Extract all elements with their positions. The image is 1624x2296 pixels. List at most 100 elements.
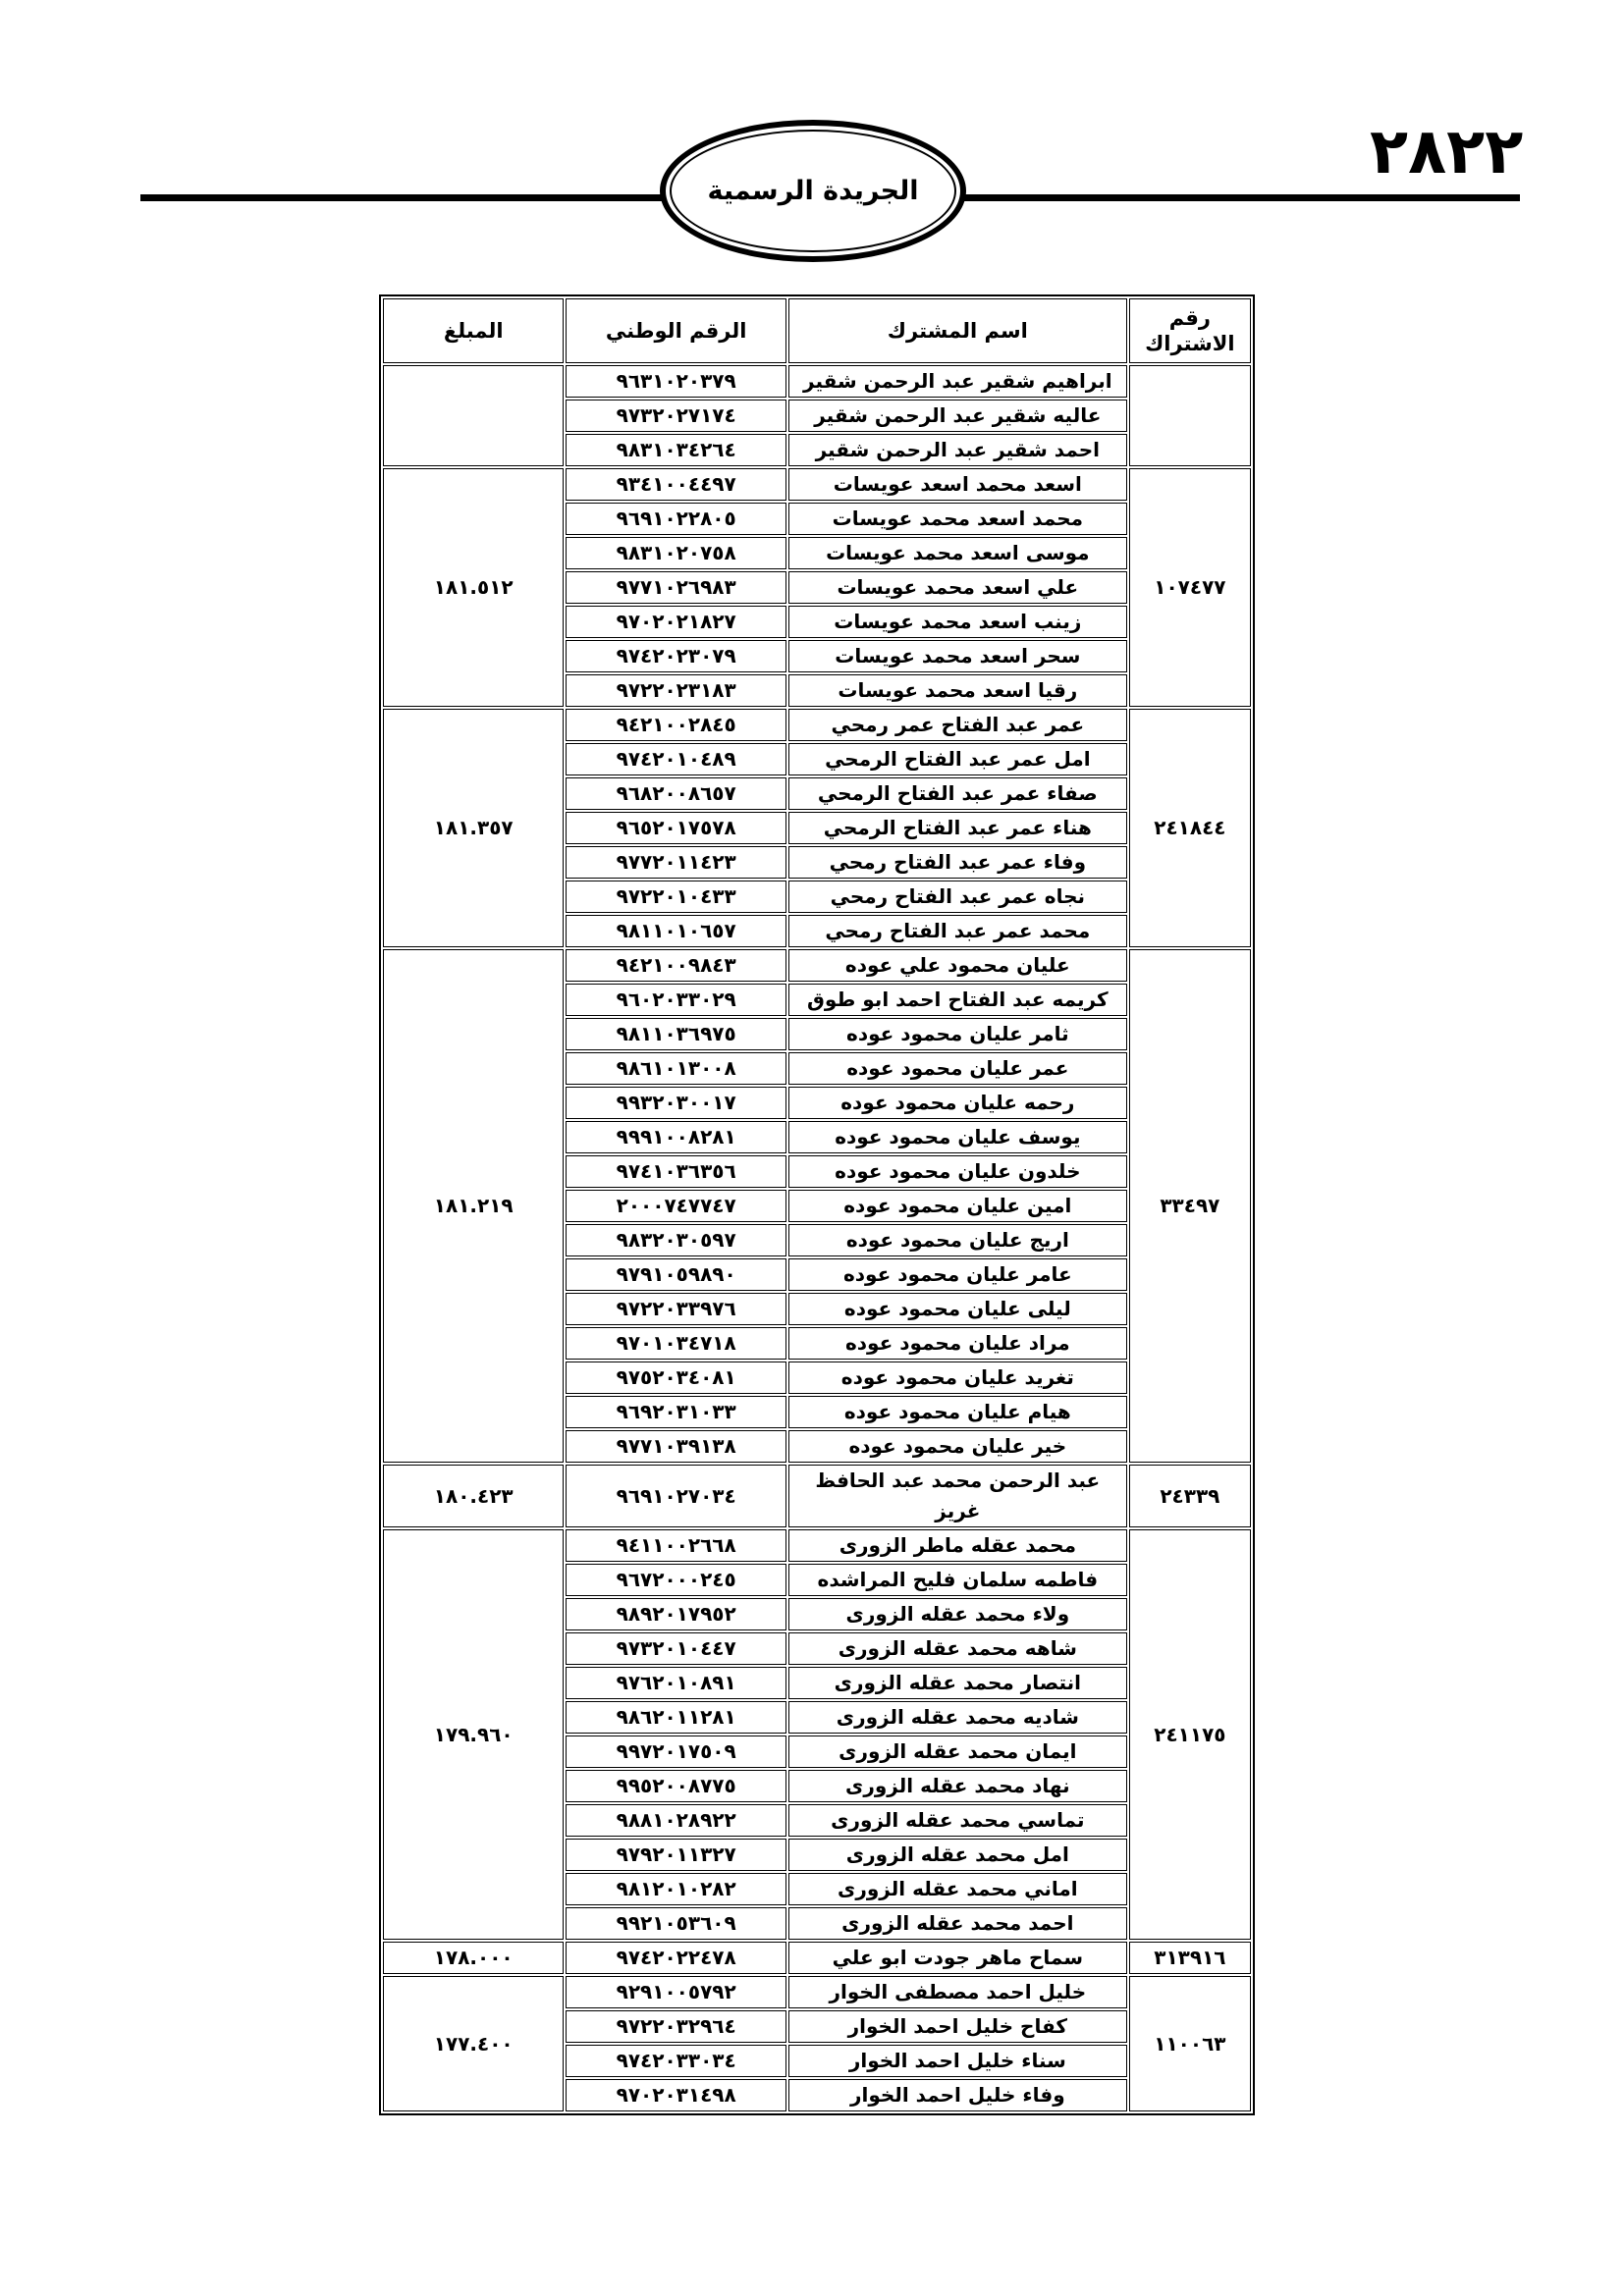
subscriber-name: عامر عليان محمود عوده xyxy=(787,1258,1127,1291)
national-id: ٩٦٣١٠٢٠٣٧٩ xyxy=(566,365,786,398)
col-national-id: الرقم الوطني xyxy=(566,298,786,363)
table-row: وفاء عمر عبد الفتاح رمحي ٩٧٧٢٠١١٤٢٣ xyxy=(383,846,1251,879)
subscriber-name: رقيا اسعد محمد عويسات xyxy=(787,674,1127,707)
national-id: ٩٨١١٠٣٦٩٧٥ xyxy=(566,1018,786,1050)
subscription-number: ١١٠٠٦٣ xyxy=(1128,1976,1251,2111)
table-row: ايمان محمد عقله الزورى ٩٩٧٢٠١٧٥٠٩ xyxy=(383,1735,1251,1768)
table-row: محمد اسعد محمد عويسات ٩٦٩١٠٢٢٨٠٥ xyxy=(383,503,1251,535)
subscriber-name: ولاء محمد عقله الزورى xyxy=(787,1598,1127,1630)
subscriber-name: امل محمد عقله الزورى xyxy=(787,1839,1127,1871)
subscriber-name: خلدون عليان محمود عوده xyxy=(787,1155,1127,1188)
table-row: نجاه عمر عبد الفتاح رمحي ٩٧٢٢٠١٠٤٣٣ xyxy=(383,881,1251,913)
national-id: ٩٨٣١٠٢٠٧٥٨ xyxy=(566,537,786,569)
subscriber-name: وفاء عمر عبد الفتاح رمحي xyxy=(787,846,1127,879)
amount: ١٧٨.٠٠٠ xyxy=(383,1942,565,1974)
table-row: سناء خليل احمد الخوار ٩٧٤٢٠٣٣٠٣٤ xyxy=(383,2045,1251,2077)
national-id: ٩٧٠٢٠٢١٨٢٧ xyxy=(566,606,786,638)
subscription-number: ٣٣٤٩٧ xyxy=(1128,949,1251,1463)
subscriber-name: كفاح خليل احمد الخوار xyxy=(787,2010,1127,2043)
subscriber-name: صفاء عمر عبد الفتاح الرمحي xyxy=(787,777,1127,810)
subscriber-name: ابراهيم شقير عبد الرحمن شقير xyxy=(787,365,1127,398)
national-id: ٩٣٤١٠٠٤٤٩٧ xyxy=(566,468,786,501)
subscriber-name: نجاه عمر عبد الفتاح رمحي xyxy=(787,881,1127,913)
subscriber-name: عمر عليان محمود عوده xyxy=(787,1052,1127,1085)
subscriber-name: علي اسعد محمد عويسات xyxy=(787,571,1127,604)
national-id: ٩٧٧٢٠١١٤٢٣ xyxy=(566,846,786,879)
subscriber-name: تماسي محمد عقله الزورى xyxy=(787,1804,1127,1837)
national-id: ٩٧٠١٠٣٤٧١٨ xyxy=(566,1327,786,1360)
subscriber-name: مراد عليان محمود عوده xyxy=(787,1327,1127,1360)
subscriber-name: سحر اسعد محمد عويسات xyxy=(787,640,1127,672)
table-row: ليلى عليان محمود عوده ٩٧٢٢٠٣٣٩٧٦ xyxy=(383,1293,1251,1325)
table-row: ٣١٣٩١٦ سماح ماهر جودت ابو علي ٩٧٤٢٠٢٢٤٧٨ ١٧… xyxy=(383,1942,1251,1974)
national-id: ٩٧٣٢٠٢٧١٧٤ xyxy=(566,400,786,432)
national-id: ٩٩٧٢٠١٧٥٠٩ xyxy=(566,1735,786,1768)
table-row: ابراهيم شقير عبد الرحمن شقير ٩٦٣١٠٢٠٣٧٩ xyxy=(383,365,1251,466)
subscriber-name: عمر عبد الفتاح عمر رمحي xyxy=(787,709,1127,741)
national-id: ٩٧٠٢٠٣١٤٩٨ xyxy=(566,2079,786,2111)
subscriber-name: اسعد محمد اسعد عويسات xyxy=(787,468,1127,501)
national-id: ٩٩٢١٠٥٣٦٠٩ xyxy=(566,1907,786,1940)
subscribers-table: رقم الاشتراك اسم المشترك الرقم الوطني ال… xyxy=(379,294,1255,2115)
national-id: ٩٧٤٢٠٢٢٤٧٨ xyxy=(566,1942,786,1974)
national-id: ٩٢٩١٠٠٥٧٩٢ xyxy=(566,1976,786,2008)
table-row: كريمه عبد الفتاح احمد ابو طوق ٩٦٠٢٠٣٣٠٢٩ xyxy=(383,984,1251,1016)
col-amount: المبلغ xyxy=(383,298,565,363)
national-id: ٩٧٦٢٠١٠٨٩١ xyxy=(566,1667,786,1699)
subscriber-name: امل عمر عبد الفتاح الرمحي xyxy=(787,743,1127,775)
table-row: ثامر عليان محمود عوده ٩٨١١٠٣٦٩٧٥ xyxy=(383,1018,1251,1050)
table-header-row: رقم الاشتراك اسم المشترك الرقم الوطني ال… xyxy=(383,298,1251,363)
subscriber-name: احمد شقير عبد الرحمن شقير xyxy=(787,434,1127,466)
subscriber-name: احمد محمد عقله الزورى xyxy=(787,1907,1127,1940)
table-row: محمد عمر عبد الفتاح رمحي ٩٨١١٠١٠٦٥٧ xyxy=(383,915,1251,947)
table-row: يوسف عليان محمود عوده ٩٩٩١٠٠٨٢٨١ xyxy=(383,1121,1251,1153)
subscriber-name: عبد الرحمن محمد عبد الحافظ غريز xyxy=(787,1465,1127,1527)
table-row: امل محمد عقله الزورى ٩٧٩٢٠١١٣٢٧ xyxy=(383,1839,1251,1871)
national-id: ٩٨٦٢٠١١٢٨١ xyxy=(566,1701,786,1734)
subscription-number: ٢٤١١٧٥ xyxy=(1128,1529,1251,1940)
national-id: ٩٦٧٢٠٠٠٢٤٥ xyxy=(566,1564,786,1596)
national-id: ٩٨٣١٠٣٤٢٦٤ xyxy=(566,434,786,466)
national-id: ٩٩٥٢٠٠٨٧٧٥ xyxy=(566,1770,786,1802)
table-row: انتصار محمد عقله الزورى ٩٧٦٢٠١٠٨٩١ xyxy=(383,1667,1251,1699)
table-row: تماسي محمد عقله الزورى ٩٨٨١٠٢٨٩٢٢ xyxy=(383,1804,1251,1837)
national-id: ٩٤٢١٠٠٩٨٤٣ xyxy=(566,949,786,982)
national-id: ٩٧٢٢٠٢٣١٨٣ xyxy=(566,674,786,707)
subscriber-name: سماح ماهر جودت ابو علي xyxy=(787,1942,1127,1974)
subscriber-name: زينب اسعد محمد عويسات xyxy=(787,606,1127,638)
amount: ١٨١.٥١٢ xyxy=(383,468,565,707)
national-id: ٩٧٧١٠٣٩١٣٨ xyxy=(566,1430,786,1463)
table-row: وفاء خليل احمد الخوار ٩٧٠٢٠٣١٤٩٨ xyxy=(383,2079,1251,2111)
national-id: ٩٧٥٢٠٣٤٠٨١ xyxy=(566,1362,786,1394)
subscription-number: ٣١٣٩١٦ xyxy=(1128,1942,1251,1974)
table-row: ١٠٧٤٧٧ اسعد محمد اسعد عويسات ٩٣٤١٠٠٤٤٩٧ ١٨١… xyxy=(383,468,1251,707)
national-id: ٩٨٦١٠١٣٠٠٨ xyxy=(566,1052,786,1085)
subscriber-name: خير عليان محمود عوده xyxy=(787,1430,1127,1463)
subscriber-name: ليلى عليان محمود عوده xyxy=(787,1293,1127,1325)
subscriber-name: تغريد عليان محمود عوده xyxy=(787,1362,1127,1394)
col-name: اسم المشترك xyxy=(787,298,1127,363)
table-row: كفاح خليل احمد الخوار ٩٧٢٢٠٣٢٩٦٤ xyxy=(383,2010,1251,2043)
amount xyxy=(383,365,565,466)
national-id: ٩٧٧١٠٢٦٩٨٣ xyxy=(566,571,786,604)
national-id: ٩٦٨٢٠٠٨٦٥٧ xyxy=(566,777,786,810)
national-id: ٩٨١٢٠١٠٢٨٢ xyxy=(566,1873,786,1905)
amount: ١٨١.٢١٩ xyxy=(383,949,565,1463)
gazette-title: الجريدة الرسمية xyxy=(707,176,919,206)
table-row: هناء عمر عبد الفتاح الرمحي ٩٦٥٢٠١٧٥٧٨ xyxy=(383,812,1251,844)
amount: ١٨٠.٤٢٣ xyxy=(383,1465,565,1527)
national-id: ٩٨٩٢٠١٧٩٥٢ xyxy=(566,1598,786,1630)
amount: ١٧٧.٤٠٠ xyxy=(383,1976,565,2111)
table-row: سحر اسعد محمد عويسات ٩٧٤٢٠٢٣٠٧٩ xyxy=(383,640,1251,672)
subscription-number xyxy=(1128,365,1251,466)
table-row: شاديه محمد عقله الزورى ٩٨٦٢٠١١٢٨١ xyxy=(383,1701,1251,1734)
table-row: تغريد عليان محمود عوده ٩٧٥٢٠٣٤٠٨١ xyxy=(383,1362,1251,1394)
table-row: هيام عليان محمود عوده ٩٦٩٢٠٣١٠٣٣ xyxy=(383,1396,1251,1428)
national-id: ٩٧٩٢٠١١٣٢٧ xyxy=(566,1839,786,1871)
national-id: ٩٤٢١٠٠٢٨٤٥ xyxy=(566,709,786,741)
subscription-number: ١٠٧٤٧٧ xyxy=(1128,468,1251,707)
subscriber-name: هيام عليان محمود عوده xyxy=(787,1396,1127,1428)
subscriber-name: كريمه عبد الفتاح احمد ابو طوق xyxy=(787,984,1127,1016)
amount: ١٨١.٣٥٧ xyxy=(383,709,565,947)
national-id: ٩٦٠٢٠٣٣٠٢٩ xyxy=(566,984,786,1016)
